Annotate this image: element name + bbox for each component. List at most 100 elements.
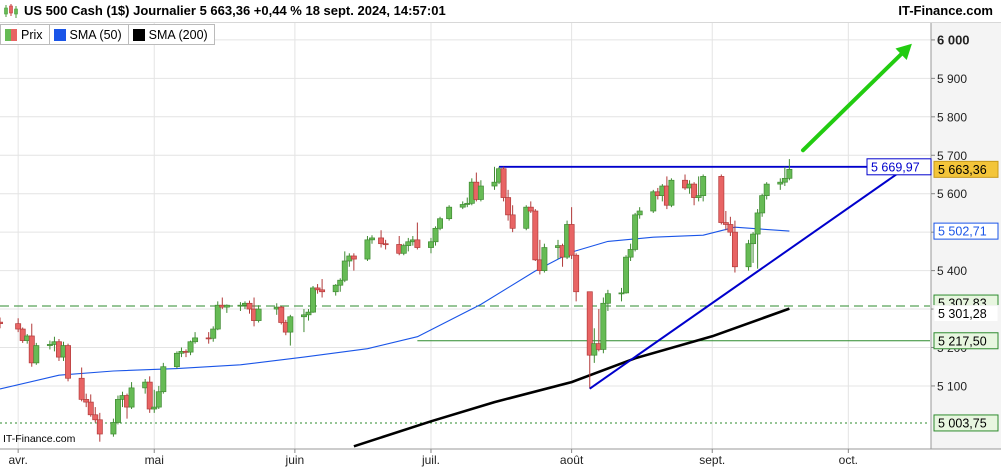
- candle-body: [341, 260, 348, 281]
- candle: [695, 176, 702, 202]
- candle-body: [568, 224, 575, 256]
- date-tick-label: juin: [285, 453, 305, 467]
- candle: [405, 237, 412, 252]
- candle: [636, 207, 643, 219]
- candle-body: [337, 279, 344, 286]
- candle-body: [278, 306, 285, 323]
- candle-body: [369, 237, 375, 241]
- price-tick-label: 5 700: [937, 149, 967, 163]
- candle: [160, 362, 167, 394]
- candle-body: [15, 323, 22, 330]
- price-tick-label: 5 400: [937, 264, 967, 278]
- candle-body: [432, 227, 439, 243]
- candle-body: [505, 197, 512, 216]
- candle: [278, 305, 285, 325]
- candle: [350, 253, 357, 271]
- price-tick-label: 5 100: [937, 379, 967, 393]
- candle-body: [523, 206, 530, 229]
- candle: [414, 222, 421, 250]
- candlestick-icon[interactable]: [3, 3, 19, 19]
- candle-body: [46, 344, 53, 346]
- sma-200-line: [353, 307, 790, 448]
- candle: [287, 314, 294, 346]
- candle: [759, 193, 766, 217]
- candle: [146, 376, 153, 413]
- candle: [700, 174, 707, 202]
- brand-name: IT-Finance.com: [898, 3, 993, 18]
- legend-item-prix[interactable]: Prix: [1, 25, 50, 44]
- candle: [600, 297, 607, 354]
- candle: [78, 367, 85, 402]
- candle: [378, 230, 385, 248]
- candle-body: [314, 287, 321, 291]
- candle: [305, 309, 312, 321]
- price-tag-label: 5 663,36: [938, 163, 987, 177]
- candle: [319, 279, 326, 298]
- legend-item-sma-200[interactable]: SMA (200): [129, 25, 214, 44]
- candle: [718, 174, 725, 225]
- candle-body: [214, 304, 221, 330]
- candle-body: [237, 304, 244, 307]
- candle-body: [400, 245, 407, 254]
- candle: [568, 207, 575, 260]
- candle: [437, 216, 443, 231]
- candle-body: [287, 316, 294, 333]
- candle-body: [92, 414, 99, 421]
- candle: [523, 205, 530, 231]
- candle-body: [532, 210, 539, 261]
- price-tag-level: 5 003,75: [933, 414, 999, 432]
- candle-body: [305, 311, 312, 316]
- candle-body: [350, 255, 357, 260]
- candle: [623, 255, 629, 294]
- candle-body: [83, 399, 90, 403]
- sma-path: [353, 307, 790, 448]
- candle-body: [128, 387, 135, 408]
- candle: [369, 235, 375, 244]
- candle: [33, 342, 40, 365]
- legend-swatch-prix: [5, 28, 17, 41]
- candle: [750, 232, 757, 263]
- candle: [586, 291, 593, 389]
- candle-body: [310, 287, 316, 313]
- candle-body: [0, 321, 3, 325]
- date-tick-label: mai: [145, 453, 164, 467]
- candle-body: [459, 204, 466, 208]
- candle-body: [87, 401, 94, 416]
- candle-body: [604, 293, 611, 304]
- price-tag-sma50: 5 502,71: [933, 222, 999, 240]
- candle-body: [627, 249, 634, 258]
- price-tag-box: [933, 414, 999, 432]
- chart-drawings: [589, 43, 912, 390]
- candle: [246, 300, 253, 314]
- candle-body: [65, 345, 71, 379]
- candle-body: [718, 176, 725, 223]
- candle: [509, 205, 516, 233]
- price-tag-label: 5 003,75: [938, 416, 987, 430]
- candle-body: [96, 419, 103, 435]
- candle: [722, 211, 729, 231]
- candle-body: [731, 231, 738, 268]
- candle-body: [527, 206, 534, 212]
- price-tick-label: 5 900: [937, 72, 967, 86]
- candle-body: [763, 183, 770, 196]
- candle-body: [246, 302, 253, 310]
- sma-path: [0, 226, 790, 390]
- candle-body: [173, 352, 180, 368]
- candle: [532, 209, 539, 261]
- legend-item-sma-50[interactable]: SMA (50): [50, 25, 129, 44]
- candle: [527, 201, 534, 213]
- candle-body: [319, 289, 326, 293]
- legend-swatch-sma-200: [132, 28, 145, 41]
- candle: [505, 189, 512, 221]
- price-tag-last: 5 663,36: [933, 160, 999, 178]
- candle-body: [695, 195, 702, 198]
- sma-50-line: [0, 226, 790, 390]
- price-tag-label: 5 301,28: [938, 307, 987, 321]
- candle: [187, 340, 194, 356]
- candle: [255, 305, 262, 323]
- candle-body: [255, 308, 262, 321]
- candle-body: [600, 302, 607, 350]
- candle-body: [110, 422, 117, 435]
- candle-body: [464, 202, 471, 205]
